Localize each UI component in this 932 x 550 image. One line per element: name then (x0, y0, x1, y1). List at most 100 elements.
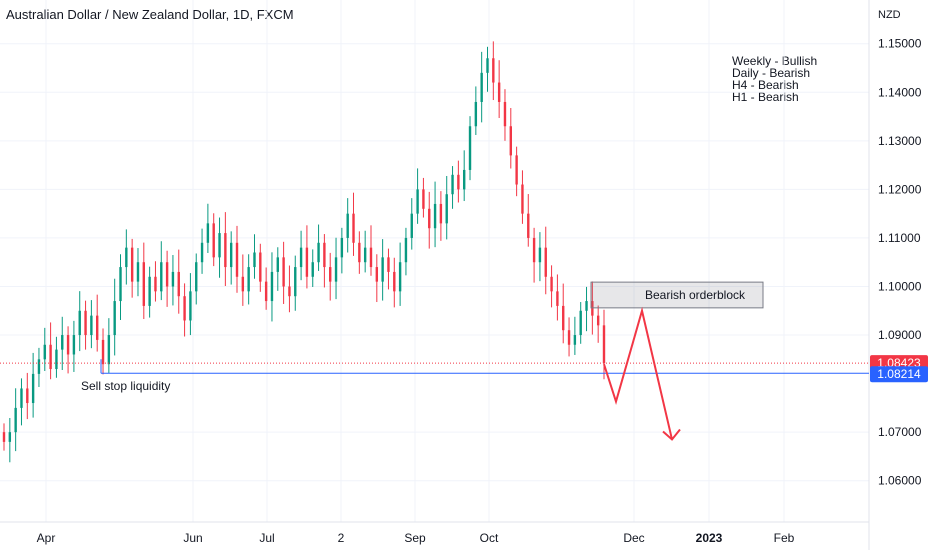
candle-body (474, 101, 478, 127)
candle-body (334, 257, 338, 282)
candle-body (311, 262, 314, 277)
candle-body (282, 257, 285, 287)
candle-body (509, 126, 512, 156)
candle-body (562, 305, 565, 331)
candle-body (422, 189, 425, 209)
candle-body (579, 310, 582, 336)
candle-body (329, 267, 332, 282)
y-tick-label: 1.12000 (878, 182, 922, 196)
x-tick-label: Jul (259, 531, 274, 545)
candle-body (148, 276, 151, 306)
candle-body (183, 296, 186, 321)
candle-body (49, 344, 52, 370)
candle-body (270, 271, 274, 302)
bias-annotation: Weekly - Bullish Daily - Bearish H4 - Be… (732, 55, 817, 103)
candle-body (404, 237, 408, 263)
candle-body (288, 286, 291, 297)
candle-body (235, 242, 239, 277)
candle-body (358, 242, 361, 263)
candle-body (78, 310, 81, 336)
y-tick-label: 1.09000 (878, 328, 922, 342)
candle-body (259, 252, 262, 282)
projection-path (603, 306, 673, 440)
candle-body (538, 247, 542, 263)
bias-line-daily: Daily - Bearish (732, 66, 811, 80)
candle-body (457, 174, 460, 190)
candle-body (363, 247, 367, 263)
candle-body (8, 432, 12, 442)
candle-body (451, 174, 454, 195)
candle-body (189, 291, 192, 321)
x-tick-label: 2 (338, 531, 345, 545)
candle-body (433, 203, 437, 229)
x-tick-label: Feb (774, 531, 795, 545)
chart-title: Australian Dollar / New Zealand Dollar, … (6, 7, 294, 22)
candle-body (573, 335, 577, 345)
candle-body (119, 267, 122, 302)
candle-body (468, 126, 472, 170)
candle-body (195, 262, 198, 292)
candle-body (567, 330, 571, 345)
candle-body (113, 301, 116, 336)
projection-arrowhead (662, 428, 681, 441)
candle-body (294, 267, 297, 297)
candle-body (544, 247, 547, 277)
candle-body (480, 72, 483, 102)
candle-body (107, 335, 111, 365)
candle-body (352, 213, 355, 243)
y-tick-label: 1.11000 (878, 231, 921, 245)
candle-body (497, 82, 501, 102)
candle-body (323, 242, 326, 268)
candle-body (20, 388, 23, 408)
candle-body (206, 223, 210, 243)
candle-body (381, 257, 384, 282)
candle-body (515, 155, 518, 185)
liquidity-price-badge (870, 366, 928, 383)
candle-body (410, 213, 413, 238)
candle-body (556, 291, 559, 306)
x-tick-label: Apr (37, 531, 56, 545)
candle-body (31, 373, 35, 404)
candle-body (486, 58, 489, 73)
x-tick-label: Oct (480, 531, 499, 545)
sell-stop-label: Sell stop liquidity (81, 379, 170, 393)
candle-body (602, 325, 606, 364)
candle-body (212, 223, 215, 258)
candle-body (387, 257, 390, 272)
orderblock-box (590, 281, 764, 309)
candle-body (72, 335, 76, 355)
bias-line-h4: H4 - Bearish (732, 78, 799, 92)
bias-line-h1: H1 - Bearish (732, 90, 799, 104)
y-tick-label: 1.14000 (878, 85, 922, 99)
candle-body (224, 233, 227, 268)
candle-body (369, 247, 373, 268)
candle-body (142, 262, 146, 306)
candle-body (521, 184, 524, 214)
y-tick-label: 1.10000 (878, 279, 922, 293)
candle-body (200, 242, 204, 263)
orderblock-label: Bearish orderblock (645, 288, 746, 302)
x-tick-label: 2023 (696, 531, 723, 545)
candle-body (160, 262, 163, 292)
candle-body (276, 257, 279, 272)
candle-body (165, 262, 169, 287)
candle-body (253, 252, 256, 268)
candle-body (299, 247, 303, 268)
candle-body (445, 194, 448, 224)
candle-body (2, 432, 6, 442)
candle-body (305, 247, 309, 277)
candle-body (55, 349, 58, 370)
candle-body (130, 247, 134, 282)
candle-body (125, 247, 128, 268)
candle-body (101, 339, 105, 365)
candle-body (375, 267, 379, 282)
y-tick-label: 1.06000 (878, 474, 922, 488)
candle-body (492, 58, 495, 83)
candle-body (26, 388, 29, 404)
currency-label: NZD (878, 9, 901, 21)
candle-body (96, 315, 99, 340)
candle-body (61, 335, 64, 350)
candle-body (241, 276, 245, 292)
